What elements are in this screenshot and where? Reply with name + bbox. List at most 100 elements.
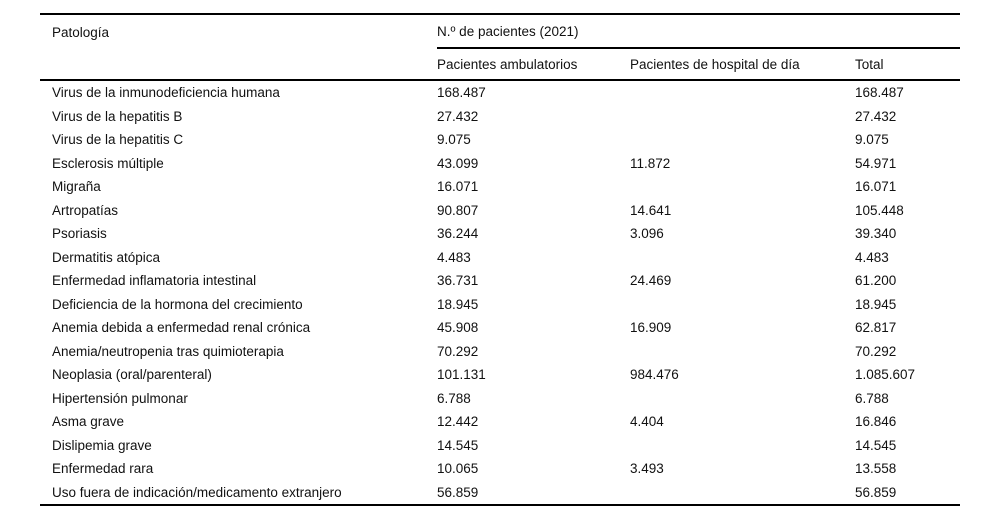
day-hospital-count-cell: 14.641 [630,202,672,218]
day-hospital-count-cell: 3.096 [630,226,664,242]
total-count-cell: 16.846 [855,414,897,430]
table-row: Asma grave 12.442 4.404 16.846 [40,410,960,434]
total-count-cell: 9.075 [855,132,889,148]
table-row: Enfermedad inflamatoria intestinal 36.73… [40,269,960,293]
pathology-cell: Dermatitis atópica [52,249,161,265]
ambulatory-count-cell: 12.442 [437,414,479,430]
table-row: Dermatitis atópica 4.483 4.483 [40,246,960,270]
day-hospital-count-cell: 4.404 [630,414,664,430]
patients-table: Patología N.º de pacientes (2021) Pacien… [40,13,960,506]
ambulatory-count-cell: 14.545 [437,437,479,453]
total-count-cell: 16.071 [855,179,897,195]
total-count-cell: 18.945 [855,296,897,312]
header-row-group: Patología N.º de pacientes (2021) [40,14,960,81]
day-hospital-count-cell: 3.493 [630,461,664,477]
day-hospital-count-cell [630,175,855,199]
pathology-cell: Deficiencia de la hormona del crecimient… [52,296,303,312]
table-row: Deficiencia de la hormona del crecimient… [40,293,960,317]
table-row: Hipertensión pulmonar 6.788 6.788 [40,387,960,411]
header-row-sub: Pacientes ambulatorios Pacientes de hosp… [40,48,960,81]
column-header-pathology: Patología [40,14,437,81]
table-row: Esclerosis múltiple 43.099 11.872 54.971 [40,152,960,176]
column-header-total: Total [855,48,960,81]
day-hospital-count-cell [630,80,855,105]
day-hospital-count-cell: 984.476 [630,367,679,383]
table-row: Virus de la inmunodeficiencia humana 168… [40,80,960,105]
total-count-cell: 61.200 [855,273,897,289]
day-hospital-count-cell [630,481,855,506]
total-count-cell: 27.432 [855,108,897,124]
total-count-cell: 105.448 [855,202,904,218]
total-count-cell: 14.545 [855,437,897,453]
total-count-cell: 4.483 [855,249,889,265]
day-hospital-count-cell [630,128,855,152]
ambulatory-count-cell: 45.908 [437,320,479,336]
total-count-cell: 13.558 [855,461,897,477]
ambulatory-count-cell: 4.483 [437,249,471,265]
pathology-cell: Asma grave [52,414,125,430]
ambulatory-count-cell: 27.432 [437,108,479,124]
pathology-cell: Virus de la inmunodeficiencia humana [52,85,280,101]
ambulatory-count-cell: 43.099 [437,155,479,171]
ambulatory-count-cell: 16.071 [437,179,479,195]
total-count-cell: 62.817 [855,320,897,336]
table-row: Artropatías 90.807 14.641 105.448 [40,199,960,223]
day-hospital-count-cell: 11.872 [630,155,671,171]
total-count-cell: 1.085.607 [855,367,916,383]
ambulatory-count-cell: 10.065 [437,461,479,477]
table-row: Neoplasia (oral/parenteral) 101.131 984.… [40,363,960,387]
total-count-cell: 70.292 [855,343,897,359]
ambulatory-count-cell: 18.945 [437,296,479,312]
day-hospital-count-cell: 16.909 [630,320,672,336]
table-row: Enfermedad rara 10.065 3.493 13.558 [40,457,960,481]
day-hospital-count-cell [630,387,855,411]
total-count-cell: 56.859 [855,484,897,500]
column-header-ambulatory-patients: Pacientes ambulatorios [437,48,630,81]
pathology-cell: Neoplasia (oral/parenteral) [52,367,212,383]
ambulatory-count-cell: 36.244 [437,226,479,242]
table-row: Virus de la hepatitis C 9.075 9.075 [40,128,960,152]
table-row: Anemia/neutropenia tras quimioterapia 70… [40,340,960,364]
day-hospital-count-cell [630,246,855,270]
day-hospital-count-cell [630,293,855,317]
table-header: Patología N.º de pacientes (2021) Pacien… [40,14,960,81]
column-header-day-hospital-patients: Pacientes de hospital de día [630,48,855,81]
total-count-cell: 6.788 [855,390,889,406]
total-count-cell: 168.487 [855,85,904,101]
day-hospital-count-cell: 24.469 [630,273,672,289]
day-hospital-count-cell [630,340,855,364]
pathology-cell: Virus de la hepatitis C [52,132,184,148]
day-hospital-count-cell [630,105,855,129]
pathology-cell: Artropatías [52,202,119,218]
table-row: Virus de la hepatitis B 27.432 27.432 [40,105,960,129]
total-count-cell: 54.971 [855,155,897,171]
ambulatory-count-cell: 101.131 [437,367,486,383]
ambulatory-count-cell: 56.859 [437,484,479,500]
ambulatory-count-cell: 36.731 [437,273,479,289]
pathology-cell: Migraña [52,179,101,195]
pathology-cell: Enfermedad rara [52,461,154,477]
ambulatory-count-cell: 70.292 [437,343,479,359]
pathology-cell: Anemia/neutropenia tras quimioterapia [52,343,284,359]
pathology-cell: Psoriasis [52,226,107,242]
ambulatory-count-cell: 6.788 [437,390,471,406]
table-row: Anemia debida a enfermedad renal crónica… [40,316,960,340]
pathology-cell: Enfermedad inflamatoria intestinal [52,273,257,289]
pathology-cell: Virus de la hepatitis B [52,108,183,124]
pathology-cell: Hipertensión pulmonar [52,390,188,406]
pathology-cell: Esclerosis múltiple [52,155,164,171]
table-body: Virus de la inmunodeficiencia humana 168… [40,80,960,505]
table-row: Psoriasis 36.244 3.096 39.340 [40,222,960,246]
column-group-header-patients-2021: N.º de pacientes (2021) [437,14,960,49]
table-row: Uso fuera de indicación/medicamento extr… [40,481,960,506]
ambulatory-count-cell: 90.807 [437,202,479,218]
table-row: Migraña 16.071 16.071 [40,175,960,199]
total-count-cell: 39.340 [855,226,897,242]
pathology-cell: Dislipemia grave [52,437,152,453]
table-row: Dislipemia grave 14.545 14.545 [40,434,960,458]
ambulatory-count-cell: 168.487 [437,85,486,101]
ambulatory-count-cell: 9.075 [437,132,471,148]
pathology-cell: Anemia debida a enfermedad renal crónica [52,320,311,336]
day-hospital-count-cell [630,434,855,458]
